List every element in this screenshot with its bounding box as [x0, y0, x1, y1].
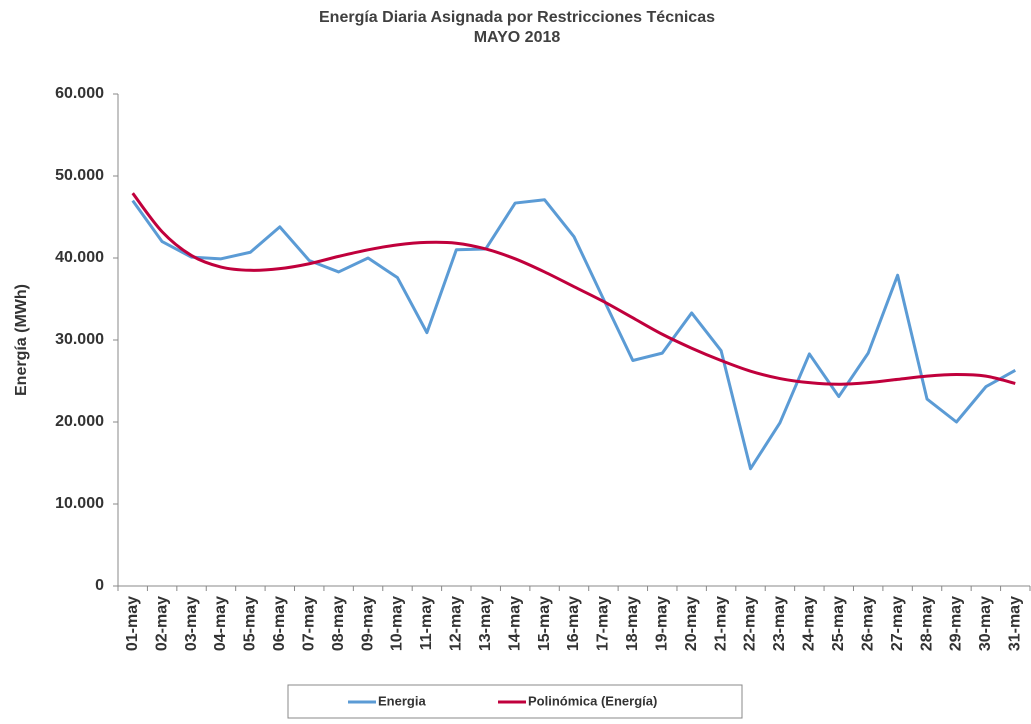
x-tick-label: 02-may [153, 596, 170, 651]
x-tick-label: 08-may [330, 596, 347, 651]
x-tick-label: 19-may [653, 596, 670, 651]
x-tick-label: 04-may [212, 596, 229, 651]
y-tick-label: 0 [95, 577, 104, 594]
x-tick-label: 31-may [1007, 596, 1024, 651]
legend-label: Energia [378, 693, 426, 708]
y-tick-label: 40.000 [55, 249, 104, 266]
y-tick-label: 50.000 [55, 167, 104, 184]
x-tick-label: 21-may [712, 596, 729, 651]
x-tick-label: 05-may [242, 596, 259, 651]
x-tick-label: 10-may [389, 596, 406, 651]
x-tick-label: 01-may [124, 596, 141, 651]
y-tick-label: 10.000 [55, 495, 104, 512]
x-tick-label: 27-may [889, 596, 906, 651]
x-tick-label: 24-may [801, 596, 818, 651]
x-tick-label: 13-may [477, 596, 494, 651]
x-tick-label: 18-may [624, 596, 641, 651]
x-tick-label: 29-may [948, 596, 965, 651]
y-tick-label: 20.000 [55, 413, 104, 430]
x-tick-label: 22-may [742, 596, 759, 651]
x-tick-label: 25-may [830, 596, 847, 651]
x-tick-label: 06-may [271, 596, 288, 651]
legend-label: Polinómica (Energía) [528, 693, 657, 708]
series-line [131, 198, 1017, 471]
y-tick-label: 60.000 [55, 85, 104, 102]
x-tick-label: 07-may [300, 596, 317, 651]
x-tick-label: 09-may [359, 596, 376, 651]
x-tick-label: 26-may [859, 596, 876, 651]
x-tick-label: 17-may [595, 596, 612, 651]
x-tick-label: 16-may [565, 596, 582, 651]
chart-subtitle: MAYO 2018 [474, 29, 561, 46]
x-tick-label: 03-may [183, 596, 200, 651]
y-axis-label: Energía (MWh) [13, 284, 30, 396]
x-tick-label: 30-may [977, 596, 994, 651]
legend-box [287, 684, 743, 719]
chart-title: Energía Diaria Asignada por Restriccione… [319, 9, 715, 26]
x-tick-label: 23-may [771, 596, 788, 651]
x-tick-label: 20-may [683, 596, 700, 651]
x-tick-label: 14-may [506, 596, 523, 651]
x-tick-label: 15-may [536, 596, 553, 651]
x-tick-label: 12-may [448, 596, 465, 651]
y-tick-label: 30.000 [55, 331, 104, 348]
series-line [131, 192, 1016, 386]
x-tick-label: 28-may [918, 596, 935, 651]
x-tick-label: 11-may [418, 596, 435, 650]
